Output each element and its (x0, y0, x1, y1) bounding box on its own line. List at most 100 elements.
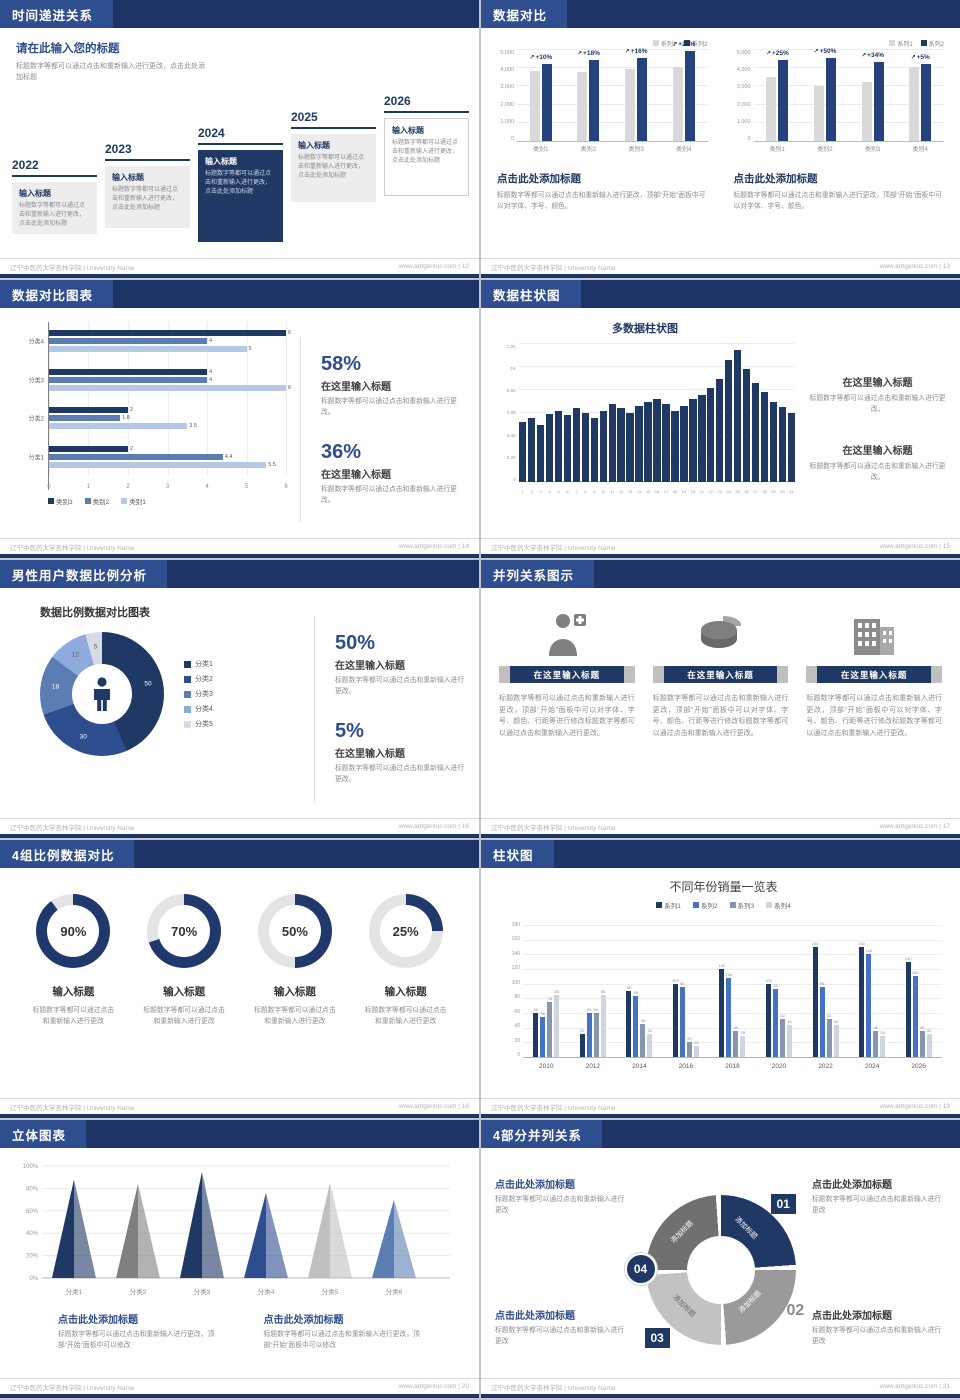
stat-block: 58% 在这里输入标题 标题数字等都可以通过点击和重新输入进行更改。 (321, 353, 467, 419)
timeline-year-line (12, 175, 97, 177)
timeline-box-title: 输入标题 (112, 173, 144, 182)
bar (787, 413, 796, 482)
gridline (523, 939, 942, 941)
bar-column: 85 (554, 926, 560, 1057)
slide-bottom-strip (0, 834, 479, 838)
growth-label: ↗+25% (754, 50, 800, 57)
gridline (517, 103, 708, 105)
gridline (88, 322, 90, 476)
corner-title: 点击此处添加标题 (495, 1311, 575, 1323)
gridline (523, 954, 942, 956)
growth-value: +18% (583, 49, 600, 57)
caption-body: 标题数字等都可以通过点击和重新输入进行更改，顶部“开始”面板中可以对字体、字号、… (497, 192, 706, 210)
arrow-up-right-icon: ↗ (765, 51, 771, 58)
footer-site: www.aotgenius.com (879, 263, 938, 270)
ring-item-3: 50% 输入标题 标题数字等都可以通过点击和重新输入进行更改 (245, 894, 345, 1098)
bars (861, 62, 884, 141)
bar-series2 (541, 64, 552, 141)
slide-content: 90% 输入标题 标题数字等都可以通过点击和重新输入进行更改 70% 输入标题 … (0, 868, 479, 1098)
item-body: 标题数字等都可以通过点击和重新输入进行更改，顶部“开始”面板中可以对字体、字号、… (806, 695, 943, 737)
bar-column: 100 (672, 926, 679, 1057)
donut-row: 50 30 18 12 5 分类1 分类2 分类3 分类4 分类5 (14, 632, 300, 756)
legend-swatch (766, 902, 773, 908)
block-title: 在这里输入标题 (842, 378, 913, 390)
gridline (519, 389, 795, 390)
svg-text:分类4: 分类4 (258, 1287, 275, 1296)
slide-title: 数据对比 (481, 0, 568, 28)
ring-body: 标题数字等都可以通过点击和重新输入进行更改 (32, 1007, 115, 1025)
chart-legend: 系列1 系列2 (734, 38, 944, 48)
bar-column: 15 (693, 926, 699, 1057)
timeline-box: 输入标题 标题数字等都可以通过点击和重新输入进行更改，点击此处添加标题 (198, 150, 283, 242)
timeline-box-title: 输入标题 (205, 157, 237, 166)
bar-series1 (625, 69, 636, 141)
item-body: 标题数字等都可以通过点击和重新输入进行更改，顶部“开始”面板中可以对字体、字号、… (652, 695, 789, 737)
x-tick-label: 7 (575, 489, 578, 494)
bar-series1 (529, 71, 540, 141)
donut-chart: 50 30 18 12 5 (40, 632, 164, 756)
chart-legend: 系列1 系列2 系列3 系列4 (505, 900, 942, 910)
slide-content: 0 1 2 3 4 5 6 分类4 6 4 5 分类3 4 4 6 分类2 2 1.8 3.5 分类1 2 4.4 5.5 … (0, 308, 479, 538)
legend-swatch (121, 498, 128, 504)
footer-site: www.aotgenius.com (879, 543, 938, 550)
value-label: 130 (904, 955, 912, 961)
bar-group: ↗+25% 类别1 (760, 50, 794, 153)
bar (49, 423, 188, 430)
slide-footer: 辽宁中医药大学杏林学院 | University Name www.aotgen… (481, 538, 960, 554)
bar-line: 2 (49, 445, 286, 453)
value-label: 15 (694, 1040, 699, 1045)
bar-groups: 60 55 75 85 32 60 60 85 90 83 45 32 100 95 20 15 120 108 3… (523, 926, 942, 1058)
caption-body: 标题数字等都可以通过点击和重新输入进行更改，顶部“开始”面板中可以修改 (58, 1331, 215, 1349)
item-title-ribbon[interactable]: 在这里输入标题 (806, 666, 943, 683)
bar-group: 60 55 75 85 (533, 926, 560, 1057)
item-title-ribbon[interactable]: 在这里输入标题 (652, 666, 789, 683)
bar (760, 392, 769, 482)
ribbon-left-cap (652, 666, 664, 683)
bar-column: 93 (773, 926, 779, 1057)
gridline (523, 983, 942, 985)
bars (909, 63, 932, 141)
y-tick-label: 0 (513, 476, 516, 482)
x-axis: 1 2 3 4 5 6 7 8 9 10 11 12 13 14 15 16 17 18 19 20 21 22 23 24 2… (519, 489, 795, 494)
value-label: 95 (819, 981, 825, 987)
donut-ring: 70% (147, 894, 222, 968)
footer-school: 辽宁中医药大学杏林学院 | University Name (10, 264, 135, 272)
growth-label: ↗+5% (897, 54, 943, 61)
x-tick-label: 1 (521, 489, 524, 494)
x-tick-label: 26 (744, 489, 749, 494)
svg-text:0%: 0% (29, 1276, 38, 1282)
bar-chart: 5,000 4,000 3,000 2,000 1,000 0 ↗+25% 类别1 ↗+50% 类… (734, 48, 944, 155)
growth-value: +16% (630, 47, 648, 55)
value-label: 4.4 (224, 453, 233, 460)
value-label: 60 (587, 1007, 592, 1012)
bar (698, 394, 706, 482)
item-title-ribbon[interactable]: 在这里输入标题 (499, 666, 635, 683)
y-axis: 5,000 4,000 3,000 2,000 1,000 0 (497, 50, 517, 142)
stat-percent: 50% (335, 632, 376, 655)
bar (686, 1042, 692, 1057)
bar (608, 403, 616, 482)
legend-label: 分类4 (195, 706, 213, 713)
footer-school: 辽宁中医药大学杏林学院 | University Name (10, 1104, 135, 1112)
y-tick-label: 100 (511, 979, 520, 986)
legend-item: 类别2 (84, 496, 109, 506)
y-tick-label: 120 (511, 965, 520, 972)
y-tick-label: 60 (514, 1008, 520, 1015)
x-tick-label: 9 (593, 489, 596, 494)
category-label: 类别3 (864, 147, 881, 153)
value-label: 85 (601, 988, 606, 994)
bar-column: 43 (833, 926, 839, 1057)
x-tick-label: 28 (762, 489, 767, 494)
bar (49, 330, 286, 337)
value-label: 140 (865, 948, 872, 954)
value-label: 32 (647, 1027, 653, 1033)
growth-label: ↗+10% (518, 54, 564, 61)
ring-item-1: 90% 输入标题 标题数字等都可以通过点击和重新输入进行更改 (23, 894, 123, 1098)
value-label: 32 (926, 1027, 932, 1033)
y-tick-label: 0 (517, 1051, 520, 1058)
slide-header-bar: 男性用户数据比例分析 (0, 560, 479, 588)
bar (49, 461, 267, 468)
bar (672, 983, 678, 1057)
value-label: 4 (208, 368, 213, 375)
